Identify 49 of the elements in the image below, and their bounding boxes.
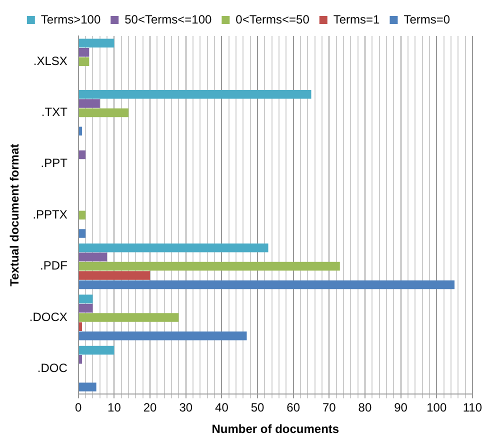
y-tick-label: .TXT bbox=[41, 105, 68, 120]
bar bbox=[78, 48, 90, 57]
y-tick-label: .DOC bbox=[37, 360, 68, 375]
x-tick-label: 70 bbox=[322, 400, 336, 415]
y-tick-label: .PPTX bbox=[32, 207, 68, 222]
x-tick-label: 80 bbox=[358, 400, 372, 415]
bar bbox=[78, 271, 150, 280]
bar bbox=[78, 252, 108, 262]
bar bbox=[78, 294, 93, 304]
legend-label: 0<Terms<=50 bbox=[236, 12, 310, 26]
x-tick-label: 40 bbox=[215, 400, 229, 415]
x-tick-label: 60 bbox=[286, 400, 300, 415]
bar bbox=[78, 229, 86, 238]
bar bbox=[78, 150, 86, 160]
bar bbox=[78, 210, 86, 220]
y-axis-title: Textual document format bbox=[8, 144, 22, 286]
bar bbox=[78, 322, 82, 332]
x-tick-label: 110 bbox=[462, 400, 482, 415]
x-tick-label: 30 bbox=[179, 400, 193, 415]
bar bbox=[78, 313, 179, 322]
bar bbox=[78, 346, 114, 355]
y-tick-label: .XLSX bbox=[33, 54, 68, 68]
y-tick-label: .DOCX bbox=[29, 310, 68, 324]
bar bbox=[78, 90, 312, 99]
legend-label: 50<Terms<=100 bbox=[124, 12, 212, 26]
bar bbox=[78, 57, 90, 66]
bar bbox=[78, 382, 96, 392]
x-tick-label: 100 bbox=[426, 400, 447, 415]
x-tick-label: 90 bbox=[394, 400, 408, 415]
bar bbox=[78, 280, 455, 290]
bar bbox=[78, 243, 268, 252]
x-tick-label: 10 bbox=[108, 400, 122, 415]
x-tick-label: 50 bbox=[250, 400, 265, 415]
y-tick-label: .PDF bbox=[40, 258, 68, 273]
y-tick-label: .PPT bbox=[40, 156, 68, 170]
x-tick-label: 0 bbox=[75, 400, 82, 415]
legend-label: Terms=1 bbox=[333, 12, 380, 26]
bar bbox=[78, 331, 247, 340]
x-tick-label: 20 bbox=[143, 400, 158, 415]
legend-label: Terms=0 bbox=[404, 12, 450, 26]
bar bbox=[78, 126, 82, 136]
bar bbox=[78, 38, 114, 48]
bar bbox=[78, 108, 129, 118]
bar bbox=[78, 304, 93, 313]
legend-label: Terms>100 bbox=[40, 12, 101, 26]
x-axis-title: Number of documents bbox=[212, 422, 340, 436]
bar bbox=[78, 262, 340, 271]
bar bbox=[78, 99, 100, 108]
bar bbox=[78, 355, 82, 364]
